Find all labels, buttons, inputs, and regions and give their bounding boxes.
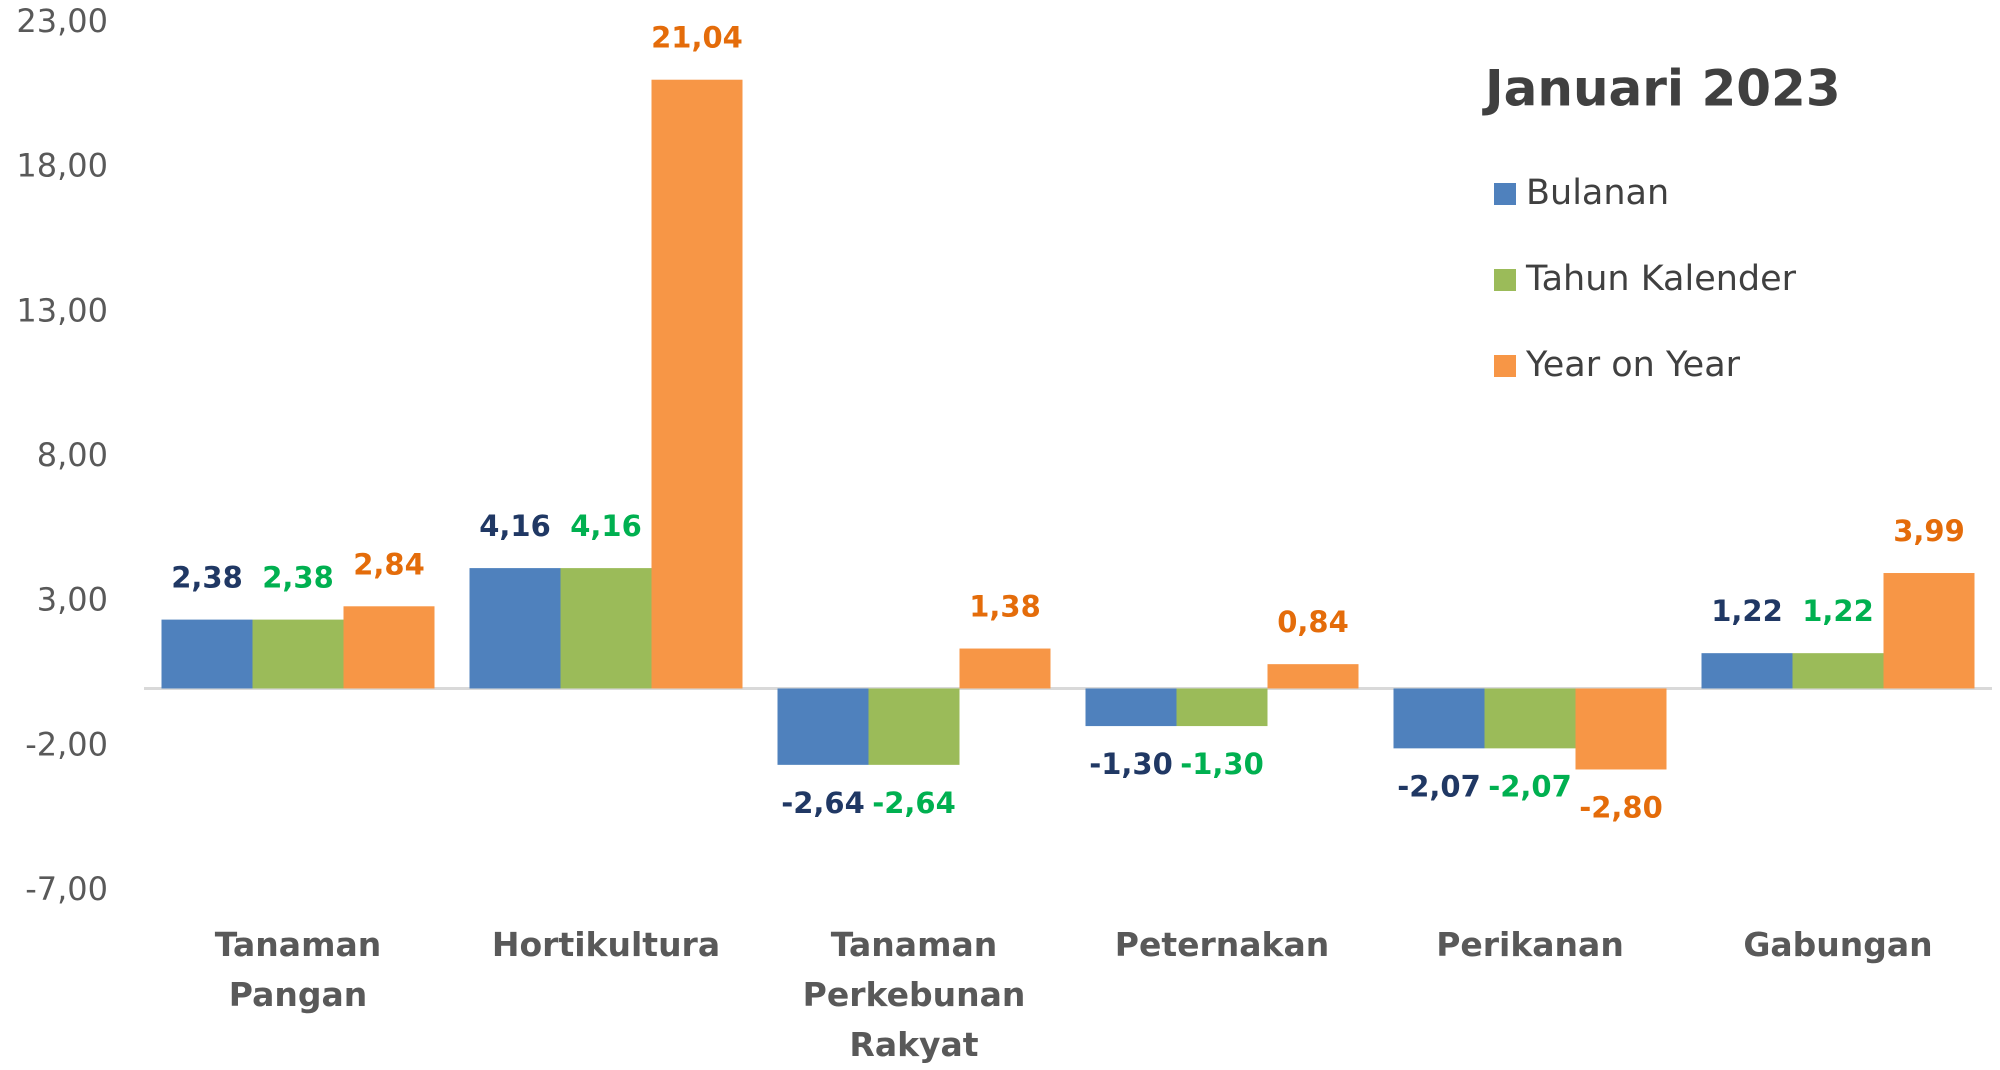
bar — [560, 568, 652, 689]
data-label: -2,07 — [1397, 769, 1481, 803]
bar — [1575, 688, 1667, 770]
y-tick-label: 13,00 — [16, 291, 108, 329]
bar — [1792, 653, 1884, 689]
legend-label: Bulanan — [1526, 173, 1669, 213]
data-label: -2,80 — [1579, 790, 1663, 824]
legend-label: Tahun Kalender — [1525, 259, 1797, 299]
data-label: 1,22 — [1802, 594, 1874, 628]
y-tick-label: -2,00 — [25, 725, 108, 763]
data-label: 1,38 — [969, 590, 1041, 624]
y-tick-label: 23,00 — [16, 2, 108, 40]
legend-swatch — [1494, 183, 1516, 205]
x-tick-label: Tanaman Perkebunan Rakyat — [802, 925, 1026, 1064]
data-label: 2,38 — [262, 561, 334, 595]
bar — [777, 688, 869, 765]
y-tick-label: 18,00 — [16, 147, 108, 185]
bar — [1267, 664, 1359, 689]
x-tick-label: Peternakan — [1114, 925, 1330, 964]
y-tick-label: 3,00 — [37, 581, 108, 619]
legend-swatch — [1494, 269, 1516, 291]
data-label: -2,64 — [781, 786, 865, 820]
data-label: 0,84 — [1277, 605, 1349, 639]
legend-label: Year on Year — [1525, 345, 1741, 385]
data-label: -2,64 — [872, 786, 956, 820]
data-label: 4,16 — [479, 509, 551, 543]
x-tick-label: Gabungan — [1743, 925, 1933, 964]
bar — [1883, 573, 1975, 689]
data-label: -1,30 — [1089, 747, 1173, 781]
bar — [252, 619, 344, 689]
bar — [959, 648, 1051, 689]
data-label: 3,99 — [1893, 514, 1965, 548]
bar — [651, 79, 743, 689]
bar — [1484, 688, 1576, 749]
bar — [1701, 653, 1793, 689]
data-label: 1,22 — [1711, 594, 1783, 628]
data-label: 2,84 — [353, 547, 425, 581]
data-label: 21,04 — [651, 21, 743, 55]
data-label: -2,07 — [1488, 769, 1572, 803]
data-label: -1,30 — [1180, 747, 1264, 781]
x-tick-label: Tanaman Pangan — [214, 925, 382, 1014]
y-tick-label: -7,00 — [25, 870, 108, 908]
data-label: 4,16 — [570, 509, 642, 543]
bar — [161, 619, 253, 689]
bar — [1393, 688, 1485, 749]
bar — [1176, 688, 1268, 727]
y-tick-label: 8,00 — [37, 436, 108, 474]
legend-title: Januari 2023 — [1482, 60, 1841, 118]
bar — [868, 688, 960, 765]
data-label: 2,38 — [171, 561, 243, 595]
x-tick-label: Perikanan — [1436, 925, 1624, 964]
bar — [469, 568, 561, 689]
x-tick-label: Hortikultura — [491, 925, 721, 964]
bar — [1085, 688, 1177, 727]
legend-swatch — [1494, 355, 1516, 377]
bar — [343, 606, 435, 689]
